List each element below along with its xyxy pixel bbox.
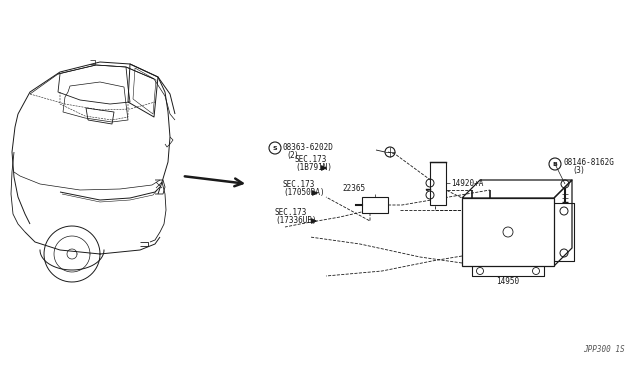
Text: 08363-6202D: 08363-6202D: [283, 142, 334, 151]
Text: SEC.173: SEC.173: [275, 208, 307, 217]
Text: 14920+A: 14920+A: [451, 179, 483, 187]
Text: S: S: [273, 145, 277, 151]
Text: SEC.173: SEC.173: [283, 180, 316, 189]
Bar: [362, 197, 388, 213]
Bar: [430, 162, 446, 205]
Text: (1B791N): (1B791N): [295, 163, 332, 172]
Text: 14950: 14950: [497, 278, 520, 286]
Text: 08146-8162G: 08146-8162G: [564, 157, 615, 167]
Text: (17050RA): (17050RA): [283, 188, 324, 197]
Text: (3): (3): [573, 166, 584, 174]
Bar: [462, 198, 554, 266]
Text: SEC.173: SEC.173: [295, 155, 328, 164]
Text: 22365: 22365: [342, 184, 365, 193]
Text: (2): (2): [287, 151, 298, 160]
Text: JPP300 1S: JPP300 1S: [584, 345, 625, 354]
Text: B: B: [552, 161, 557, 167]
Text: (17336UB): (17336UB): [275, 216, 317, 225]
